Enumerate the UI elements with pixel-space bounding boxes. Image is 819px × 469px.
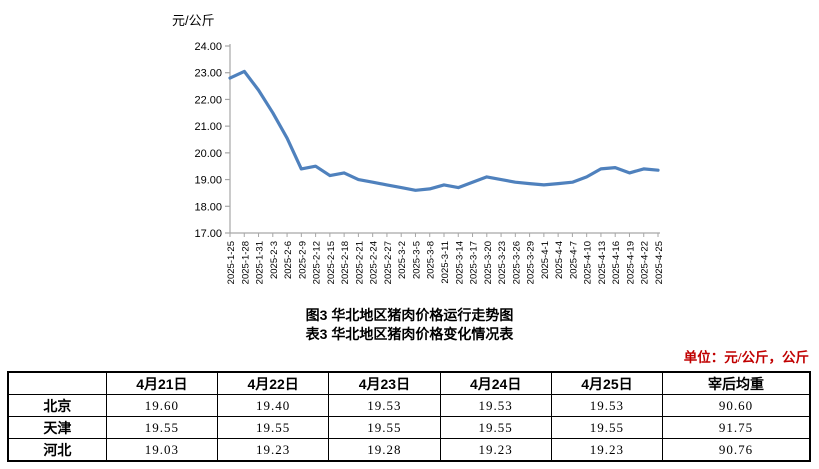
- x-tick-label: 2025-4-22: [640, 241, 651, 284]
- x-tick-label: 2025-3-11: [440, 241, 451, 284]
- x-tick-label: 2025-2-18: [340, 241, 351, 284]
- unit-note: 单位：元/公斤，公斤: [683, 350, 809, 365]
- x-tick-label: 2025-3-17: [469, 241, 480, 284]
- x-tick-label: 2025-4-19: [625, 241, 636, 284]
- table-title: 表3 华北地区猪肉价格变化情况表: [305, 326, 514, 342]
- y-axis-unit-label: 元/公斤: [172, 13, 215, 28]
- x-tick-label: 2025-1-31: [255, 241, 266, 284]
- x-tick-label: 2025-2-12: [312, 241, 323, 284]
- x-tick-label: 2025-2-24: [369, 241, 380, 284]
- y-tick-label: 21.00: [194, 121, 222, 133]
- price-table: 4月21日 4月22日 4月23日 4月24日 4月25日 宰后均重 北京 19.60 19.…: [7, 371, 811, 462]
- table-header-cell: 4月21日: [105, 371, 219, 395]
- x-tick-label: 2025-2-21: [354, 241, 365, 284]
- figure-title: 图3 华北地区猪肉价格运行走势图: [305, 307, 514, 323]
- value-cell: 19.60: [105, 394, 219, 417]
- price-trend-chart: 元/公斤 17.00 18.00 19.00 20.00 21.00 22.00 23.00 2…: [172, 13, 665, 284]
- value-cell: 90.60: [662, 394, 811, 417]
- value-cell: 19.23: [550, 438, 664, 462]
- x-tick-label: 2025-4-1: [540, 241, 551, 279]
- value-cell: 19.53: [550, 394, 664, 417]
- table-header-cell: 4月24日: [439, 371, 552, 395]
- value-cell: 90.76: [662, 438, 811, 462]
- region-cell: 天津: [7, 416, 107, 439]
- x-tick-label: 2025-2-15: [326, 241, 337, 284]
- x-tick-label: 2025-2-3: [269, 241, 280, 279]
- table-header: 4月21日 4月22日 4月23日 4月24日 4月25日 宰后均重: [7, 371, 811, 395]
- x-tick-label: 2025-4-7: [568, 241, 579, 279]
- y-tick-label: 24.00: [194, 41, 222, 53]
- y-tick-label: 17.00: [194, 228, 222, 240]
- value-cell: 19.40: [216, 394, 330, 417]
- x-tick-label: 2025-2-6: [283, 241, 294, 279]
- table-header-cell: 4月25日: [550, 371, 664, 395]
- x-tick-label: 2025-4-25: [654, 241, 665, 284]
- table-header-cell: 4月22日: [216, 371, 330, 395]
- x-tick-label: 2025-3-5: [411, 241, 422, 279]
- value-cell: 19.03: [105, 438, 219, 462]
- x-tick-label: 2025-4-4: [554, 241, 565, 279]
- x-tick-label: 2025-4-16: [611, 241, 622, 284]
- region-cell: 北京: [7, 394, 107, 417]
- region-cell: 河北: [7, 438, 107, 462]
- x-tick-label: 2025-1-25: [226, 241, 237, 284]
- table-row: 天津 19.55 19.55 19.55 19.55 19.55 91.75: [7, 416, 811, 439]
- table-row: 河北 19.03 19.23 19.28 19.23 19.23 90.76: [7, 438, 811, 462]
- x-tick-label: 2025-3-26: [511, 241, 522, 284]
- table-header-cell: 4月23日: [328, 371, 441, 395]
- x-tick-label: 2025-2-9: [297, 241, 308, 279]
- value-cell: 19.23: [216, 438, 330, 462]
- table-row: 北京 19.60 19.40 19.53 19.53 19.53 90.60: [7, 394, 811, 417]
- y-tick-label: 23.00: [194, 68, 222, 80]
- y-tick-label: 20.00: [194, 148, 222, 160]
- y-tick-label: 19.00: [194, 175, 222, 187]
- captions: 图3 华北地区猪肉价格运行走势图 表3 华北地区猪肉价格变化情况表: [0, 306, 819, 344]
- value-cell: 19.23: [439, 438, 552, 462]
- table-header-cell: [7, 371, 107, 395]
- value-cell: 19.55: [216, 416, 330, 439]
- value-cell: 19.55: [328, 416, 441, 439]
- x-tick-label: 2025-3-2: [397, 241, 408, 279]
- value-cell: 19.53: [439, 394, 552, 417]
- x-tick-label: 2025-1-28: [240, 241, 251, 284]
- value-cell: 19.53: [328, 394, 441, 417]
- table-header-cell: 宰后均重: [662, 371, 811, 395]
- price-line: [228, 69, 660, 192]
- x-tick-label: 2025-4-10: [583, 241, 594, 284]
- y-tick-label: 22.00: [194, 94, 222, 106]
- x-tick-label: 2025-3-29: [526, 241, 537, 284]
- y-tick-label: 18.00: [194, 201, 222, 213]
- value-cell: 19.55: [439, 416, 552, 439]
- x-tick-label: 2025-2-27: [383, 241, 394, 284]
- x-tick-label: 2025-3-20: [483, 241, 494, 284]
- value-cell: 91.75: [662, 416, 811, 439]
- value-cell: 19.28: [328, 438, 441, 462]
- x-tick-label: 2025-3-23: [497, 241, 508, 284]
- x-tick-label: 2025-3-14: [454, 241, 465, 284]
- value-cell: 19.55: [105, 416, 219, 439]
- value-cell: 19.55: [550, 416, 664, 439]
- x-tick-label: 2025-4-13: [597, 241, 608, 284]
- x-tick-label: 2025-3-8: [426, 241, 437, 279]
